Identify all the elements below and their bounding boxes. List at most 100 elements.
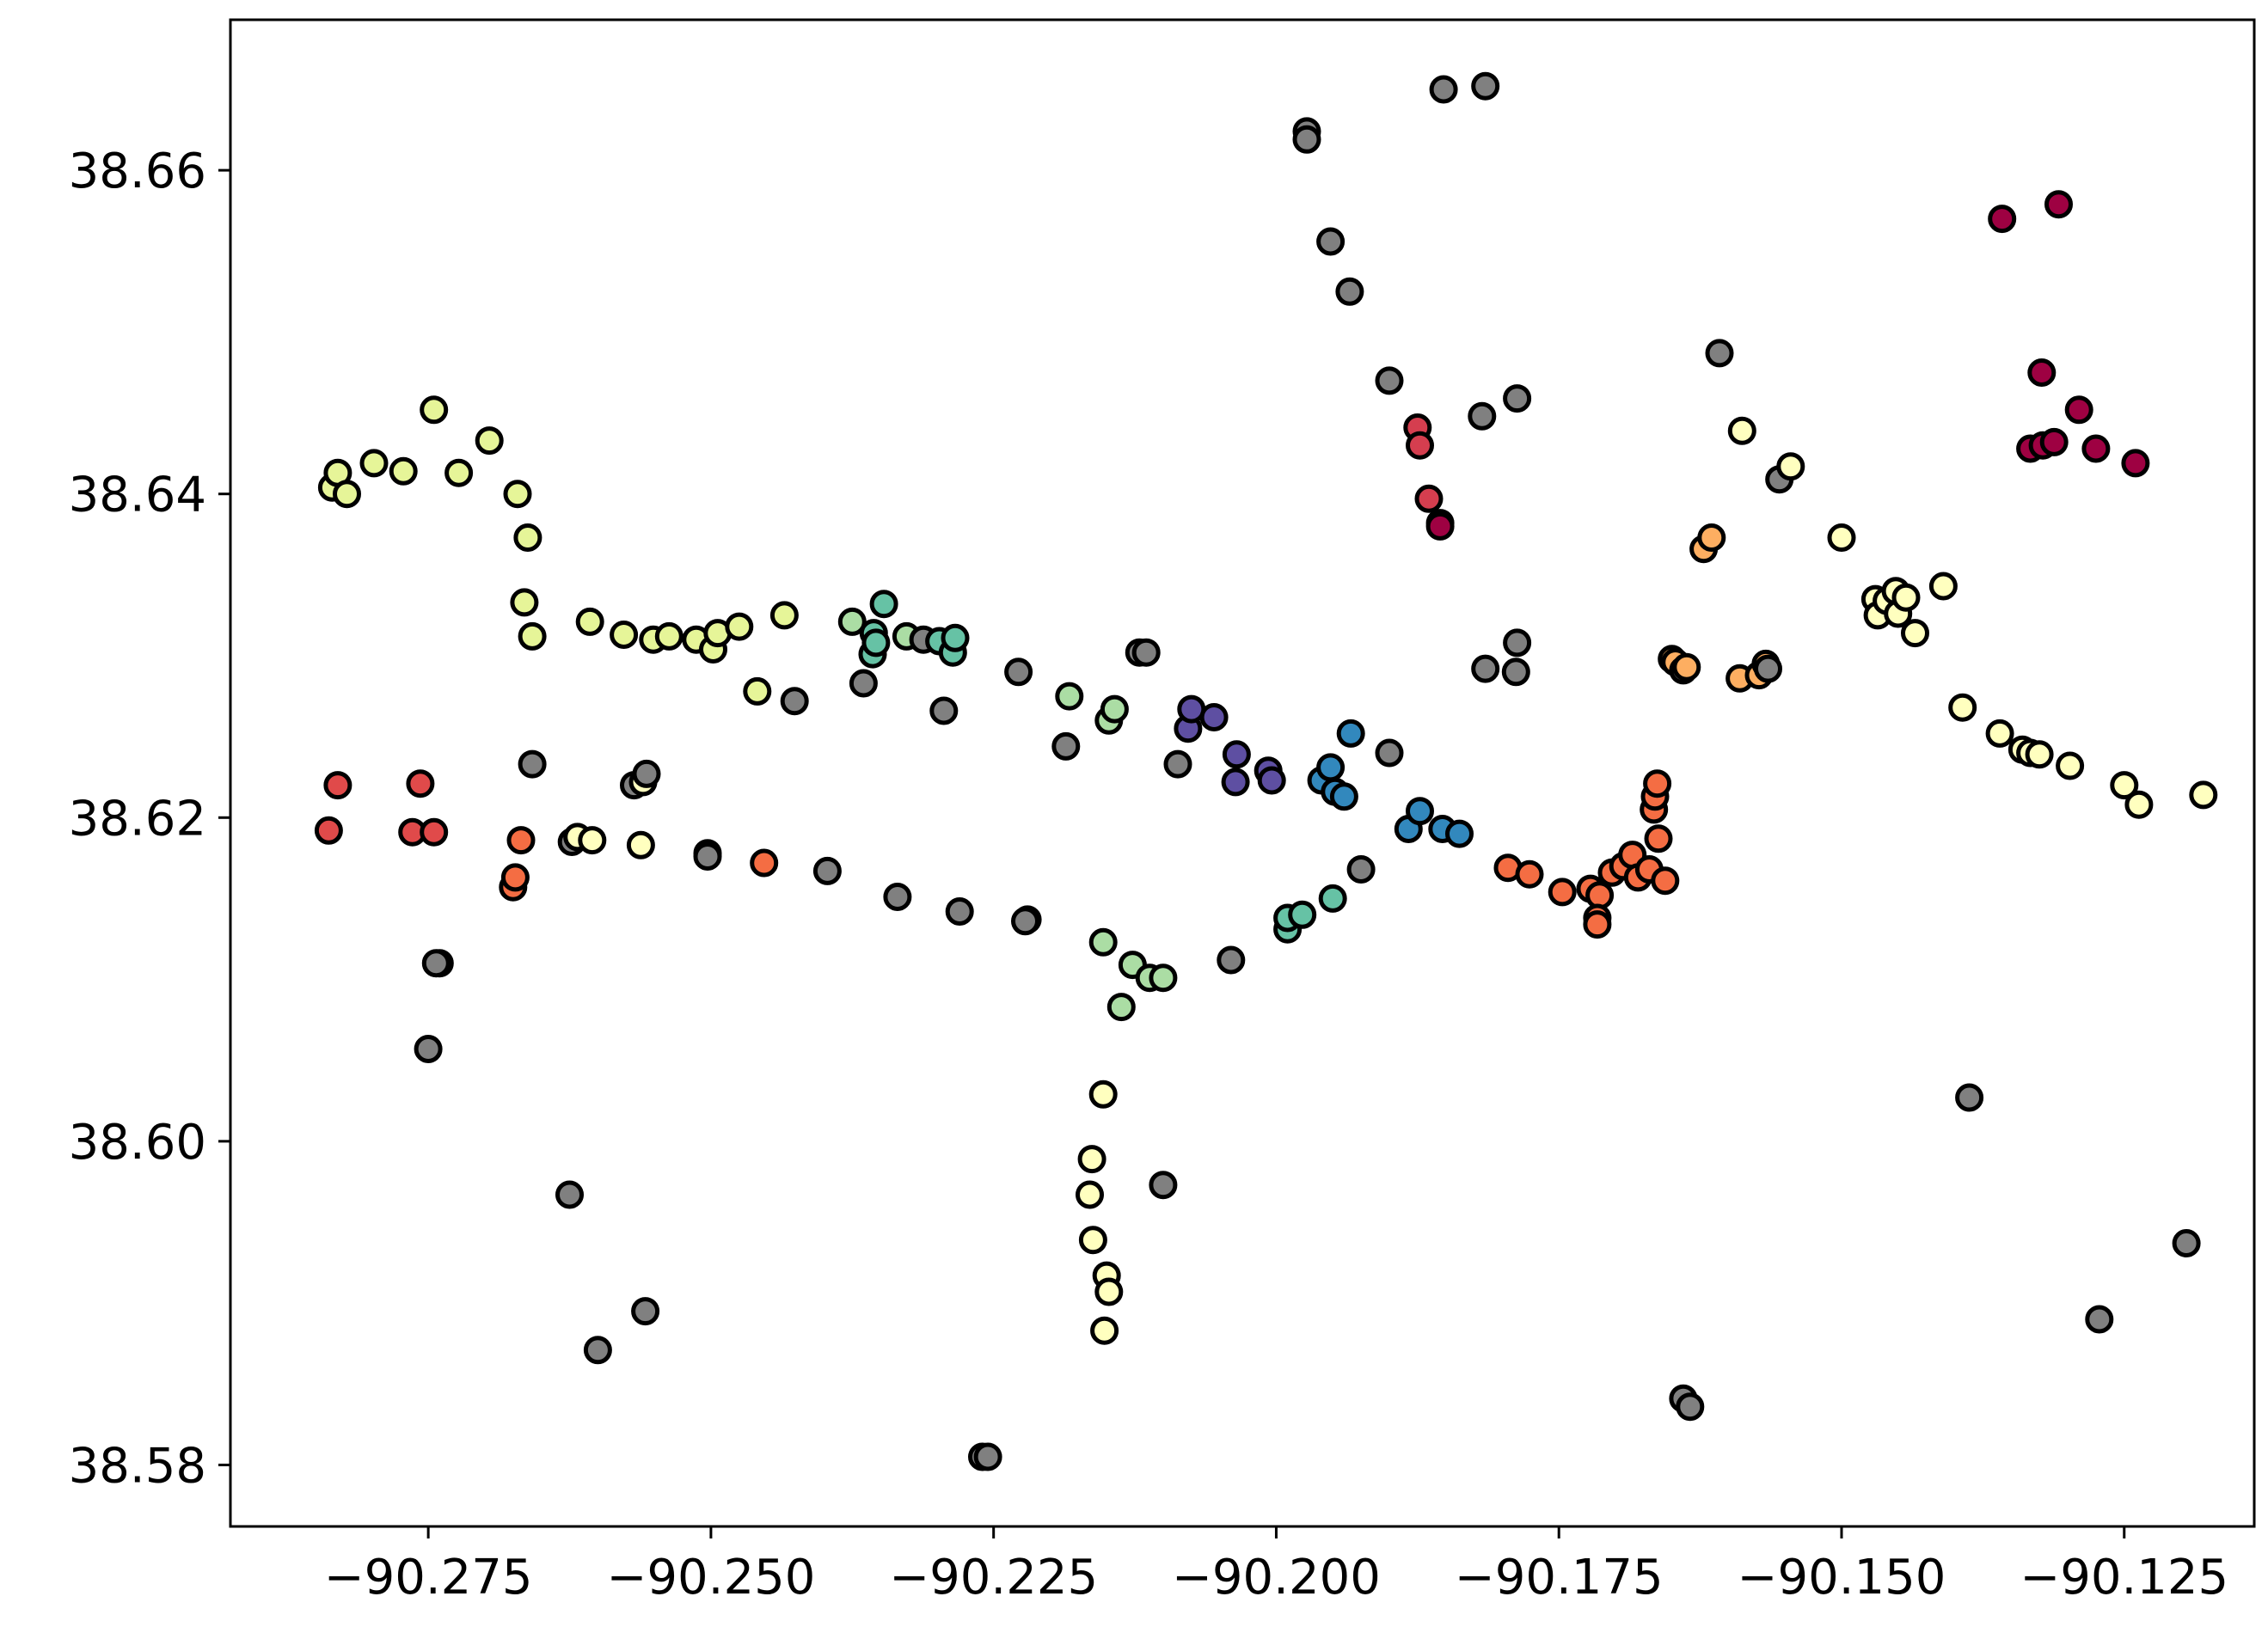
data-point-44 xyxy=(1177,694,1206,724)
data-point-8 xyxy=(503,480,532,509)
data-point-164 xyxy=(1503,384,1532,413)
data-point-181 xyxy=(1078,1226,1107,1255)
data-point-155 xyxy=(2121,449,2150,478)
data-point-153 xyxy=(2039,427,2069,456)
data-point-188 xyxy=(631,1297,660,1326)
data-point-166 xyxy=(1406,431,1434,460)
data-point-55 xyxy=(1375,738,1404,768)
y-tick-label-0: 38.58 xyxy=(69,1438,206,1494)
x-tick-label-5: −90.150 xyxy=(1738,1550,1946,1606)
data-point-24 xyxy=(849,669,878,698)
data-point-84 xyxy=(945,897,974,926)
data-point-7 xyxy=(475,426,504,456)
data-point-99 xyxy=(1515,859,1544,889)
data-point-137 xyxy=(1928,572,1958,601)
y-axis: 38.58 38.60 38.62 38.64 38.66 xyxy=(69,144,230,1494)
data-point-35 xyxy=(1004,658,1033,687)
data-point-111 xyxy=(1644,824,1673,853)
data-point-190 xyxy=(973,1442,1002,1471)
data-point-80 xyxy=(693,842,722,871)
data-point-78 xyxy=(626,830,655,859)
data-point-87 xyxy=(1088,927,1118,957)
data-point-183 xyxy=(1094,1277,1124,1306)
data-point-20 xyxy=(743,676,772,706)
data-point-159 xyxy=(1471,71,1500,101)
data-point-2 xyxy=(333,480,361,509)
data-point-179 xyxy=(1077,1145,1106,1174)
data-point-57 xyxy=(1406,797,1434,826)
data-point-171 xyxy=(1471,654,1500,683)
data-point-15 xyxy=(654,621,683,651)
data-point-118 xyxy=(1672,652,1701,682)
data-point-19 xyxy=(725,612,754,641)
data-point-110 xyxy=(1651,866,1680,896)
data-point-10 xyxy=(513,523,542,552)
data-point-60 xyxy=(314,816,343,845)
data-point-180 xyxy=(1076,1180,1104,1209)
data-point-33 xyxy=(941,623,970,652)
data-point-11 xyxy=(518,621,547,651)
data-point-83 xyxy=(883,883,912,911)
data-point-146 xyxy=(2189,780,2218,810)
data-point-158 xyxy=(1429,75,1458,104)
data-point-3 xyxy=(359,449,389,478)
data-point-66 xyxy=(421,949,451,978)
data-point-174 xyxy=(1676,1392,1705,1422)
data-point-122 xyxy=(1754,654,1782,683)
data-point-9 xyxy=(510,588,539,617)
data-point-128 xyxy=(1776,452,1805,481)
data-point-167 xyxy=(1414,484,1444,513)
data-point-104 xyxy=(1583,910,1612,939)
data-point-139 xyxy=(1985,719,2014,748)
data-point-125 xyxy=(1705,339,1734,368)
x-tick-label-0: −90.275 xyxy=(324,1550,533,1606)
data-point-27 xyxy=(861,628,891,658)
data-point-97 xyxy=(1346,855,1376,884)
data-point-100 xyxy=(1548,878,1577,907)
data-point-136 xyxy=(1901,619,1929,648)
data-point-161 xyxy=(1335,277,1364,306)
data-point-61 xyxy=(323,771,352,800)
data-point-149 xyxy=(2027,358,2057,387)
data-point-157 xyxy=(1292,125,1321,154)
data-point-154 xyxy=(2081,434,2111,463)
data-point-96 xyxy=(1318,884,1347,913)
data-point-102 xyxy=(1585,881,1615,910)
data-point-170 xyxy=(1503,628,1532,658)
y-tick-label-4: 38.66 xyxy=(69,144,206,199)
data-point-71 xyxy=(518,749,547,779)
data-point-176 xyxy=(2085,1305,2114,1334)
data-points xyxy=(314,71,2218,1471)
data-point-23 xyxy=(837,607,867,636)
data-point-114 xyxy=(1643,769,1672,798)
data-point-178 xyxy=(1088,1080,1118,1109)
data-point-5 xyxy=(420,395,449,425)
data-point-187 xyxy=(583,1336,612,1365)
data-point-147 xyxy=(1988,205,2017,234)
x-tick-label-4: −90.175 xyxy=(1455,1550,1664,1606)
data-point-54 xyxy=(1336,719,1365,748)
data-point-160 xyxy=(1316,227,1345,256)
data-point-12 xyxy=(575,607,604,636)
data-point-172 xyxy=(1501,658,1530,687)
data-point-70 xyxy=(506,826,536,855)
data-point-95 xyxy=(1288,900,1317,929)
data-point-184 xyxy=(1090,1316,1119,1345)
data-point-42 xyxy=(1163,749,1192,779)
x-tick-label-6: −90.125 xyxy=(2020,1550,2228,1606)
data-point-28 xyxy=(869,590,898,619)
data-point-21 xyxy=(769,601,799,630)
data-point-163 xyxy=(1468,401,1497,431)
data-point-124 xyxy=(1697,523,1726,552)
data-point-46 xyxy=(1221,768,1250,797)
data-point-45 xyxy=(1199,703,1229,731)
data-point-41 xyxy=(1131,638,1161,667)
data-point-47 xyxy=(1222,740,1251,769)
data-point-37 xyxy=(1051,731,1081,761)
y-tick-label-2: 38.62 xyxy=(69,791,206,847)
plot-frame xyxy=(229,18,2256,1528)
data-point-49 xyxy=(1257,766,1286,795)
data-point-177 xyxy=(2172,1229,2201,1257)
data-point-59 xyxy=(1445,819,1474,848)
